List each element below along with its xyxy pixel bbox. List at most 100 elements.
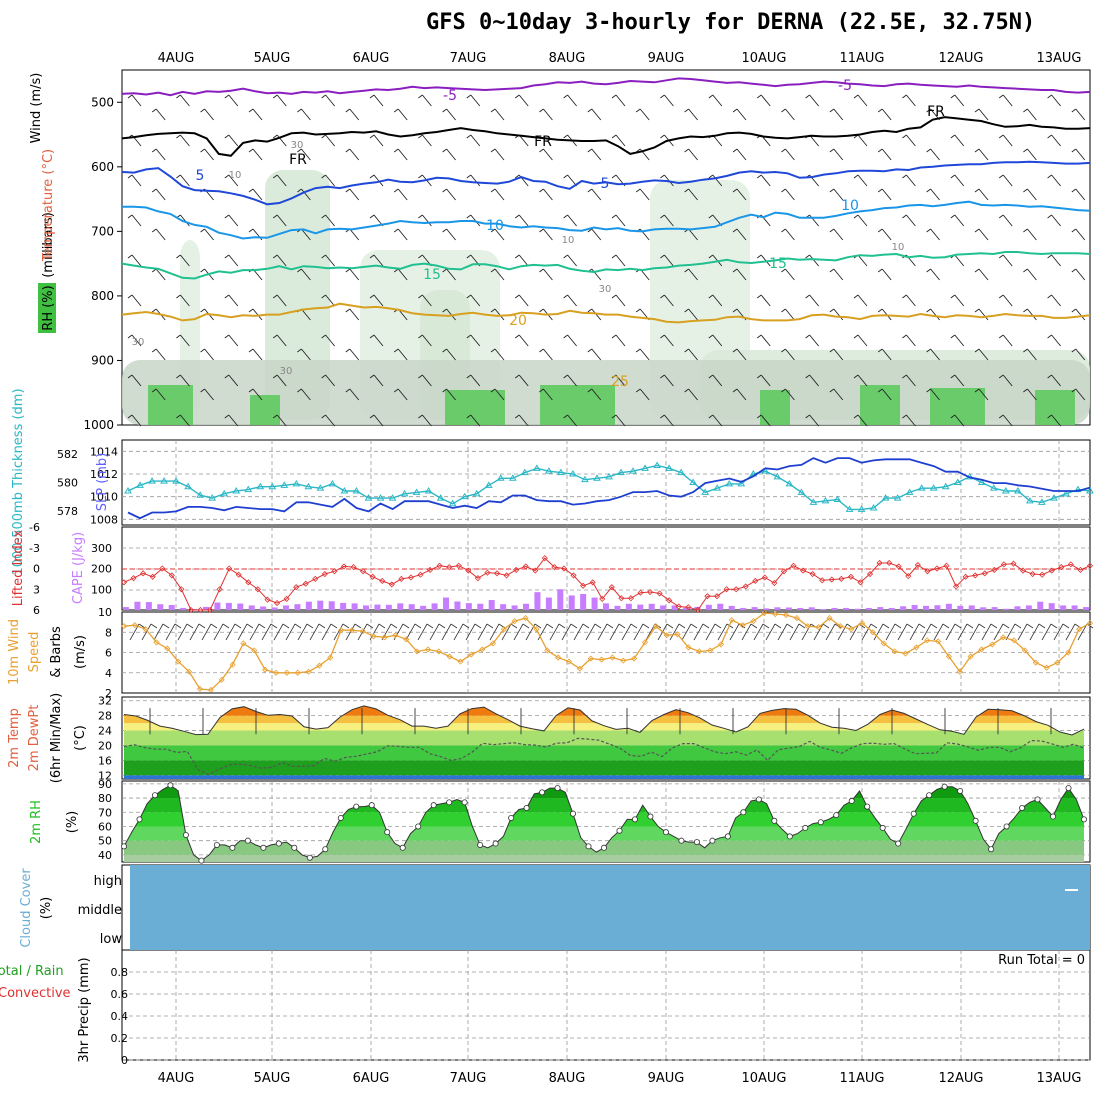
wind-barb (906, 174, 916, 187)
temp2m-tick: 32 (98, 695, 112, 708)
li-point (589, 579, 596, 586)
wind-barb-flag (224, 374, 230, 379)
wind10-barb (873, 623, 884, 641)
wind10-point (196, 685, 204, 693)
li-point (637, 589, 644, 596)
wind-barb (1002, 294, 1013, 307)
wind-barb (712, 414, 723, 427)
wind-barb (833, 348, 844, 361)
wind-barb (180, 174, 190, 187)
wind10-barb (369, 623, 380, 641)
wind-barb-flag (950, 374, 956, 379)
wind-barb-flag (393, 108, 399, 113)
wind-barb (180, 334, 190, 347)
wind10-barb-flag (222, 623, 230, 629)
rh-point (399, 844, 406, 851)
thickness-point (1001, 487, 1010, 494)
wind-barb-flag (176, 414, 181, 419)
rh-point (260, 844, 267, 851)
wind10-label-3: & Barbs (49, 626, 64, 678)
wind-barb (736, 388, 747, 401)
rh-point (709, 837, 716, 844)
wind-barb-flag (902, 134, 907, 139)
wind-barb-flag (684, 308, 689, 313)
wind-barb (760, 94, 771, 107)
wind-barb-flag (514, 94, 520, 99)
wind10-barb-flag (570, 623, 578, 629)
wind-barb (1051, 174, 1061, 187)
wind-barb-flag (151, 388, 157, 393)
wind10-point (153, 639, 160, 646)
wind10-point (272, 669, 280, 676)
wind10-point (837, 623, 844, 630)
wind10-barb-flag (798, 623, 806, 629)
wind10-point (522, 615, 529, 622)
slp-tick: 1008 (90, 513, 118, 526)
wind-barb (978, 268, 989, 281)
contour-label: FR (927, 104, 945, 120)
wind-barb (712, 174, 723, 187)
cape-bar (488, 600, 495, 610)
wind-barb (301, 348, 311, 361)
wind-barb-flag (466, 254, 472, 259)
wind-barb-flag (369, 174, 375, 179)
wind-barb-flag (369, 134, 375, 139)
wind-barb (228, 94, 239, 107)
li-point (627, 595, 634, 602)
wind-barb (857, 94, 868, 107)
wind-barb-flag (587, 228, 593, 233)
wind10-point (652, 623, 659, 630)
thickness-point (881, 494, 890, 501)
rh-point (446, 799, 453, 806)
wind-barb (301, 308, 311, 321)
wind10-point (826, 615, 833, 622)
wind10-point (815, 624, 822, 631)
temp-band (124, 730, 1084, 746)
wind10-barb (501, 623, 512, 641)
wind-barb (397, 348, 408, 361)
cape-bar (134, 601, 141, 610)
wind-barb (809, 374, 819, 387)
thickness-point (328, 479, 337, 487)
wind-barb (422, 134, 432, 147)
wind-barb (131, 94, 142, 107)
pressure-tick-label: 700 (91, 224, 114, 238)
wind10-barb-flag (738, 623, 746, 629)
li-point (1058, 564, 1065, 571)
day-label-top: 5AUG (254, 51, 291, 66)
wind-barb (301, 148, 311, 161)
wind10-barb (549, 623, 560, 641)
wind-barb (325, 174, 335, 187)
wind-barb-flag (418, 134, 423, 139)
li-point (943, 562, 950, 569)
rh-point (740, 809, 747, 816)
wind10-point (164, 645, 171, 652)
wind-barb-flag (563, 214, 568, 219)
wind10-barb-flag (1026, 623, 1034, 629)
thickness-point (953, 478, 962, 485)
wind-barb-flag (176, 94, 181, 99)
wind-barb-flag (563, 254, 568, 259)
wind-barb (155, 188, 166, 201)
wind-barb-flag (1047, 214, 1052, 219)
wind-barb (857, 414, 868, 427)
wind-barb-flag (974, 308, 980, 313)
li-point (407, 574, 414, 581)
wind10-barb (969, 623, 980, 641)
li-point (886, 559, 893, 567)
wind-barb (276, 134, 287, 147)
slp-tick: 1014 (90, 445, 118, 458)
wind-barb-flag (127, 414, 133, 419)
wind10-point (1076, 626, 1083, 633)
wind-barb (1075, 148, 1086, 161)
thickness-point (208, 494, 217, 501)
contour-label: 10 (562, 235, 575, 246)
wind-barb-flag (297, 148, 302, 153)
wind-barb-flag (321, 94, 326, 99)
wind-barb (760, 174, 771, 187)
wind10-barb (585, 623, 596, 641)
li-point (493, 570, 501, 577)
rh-point (817, 819, 824, 826)
wind-barb (591, 388, 602, 401)
wind-barb-flag (176, 174, 181, 179)
